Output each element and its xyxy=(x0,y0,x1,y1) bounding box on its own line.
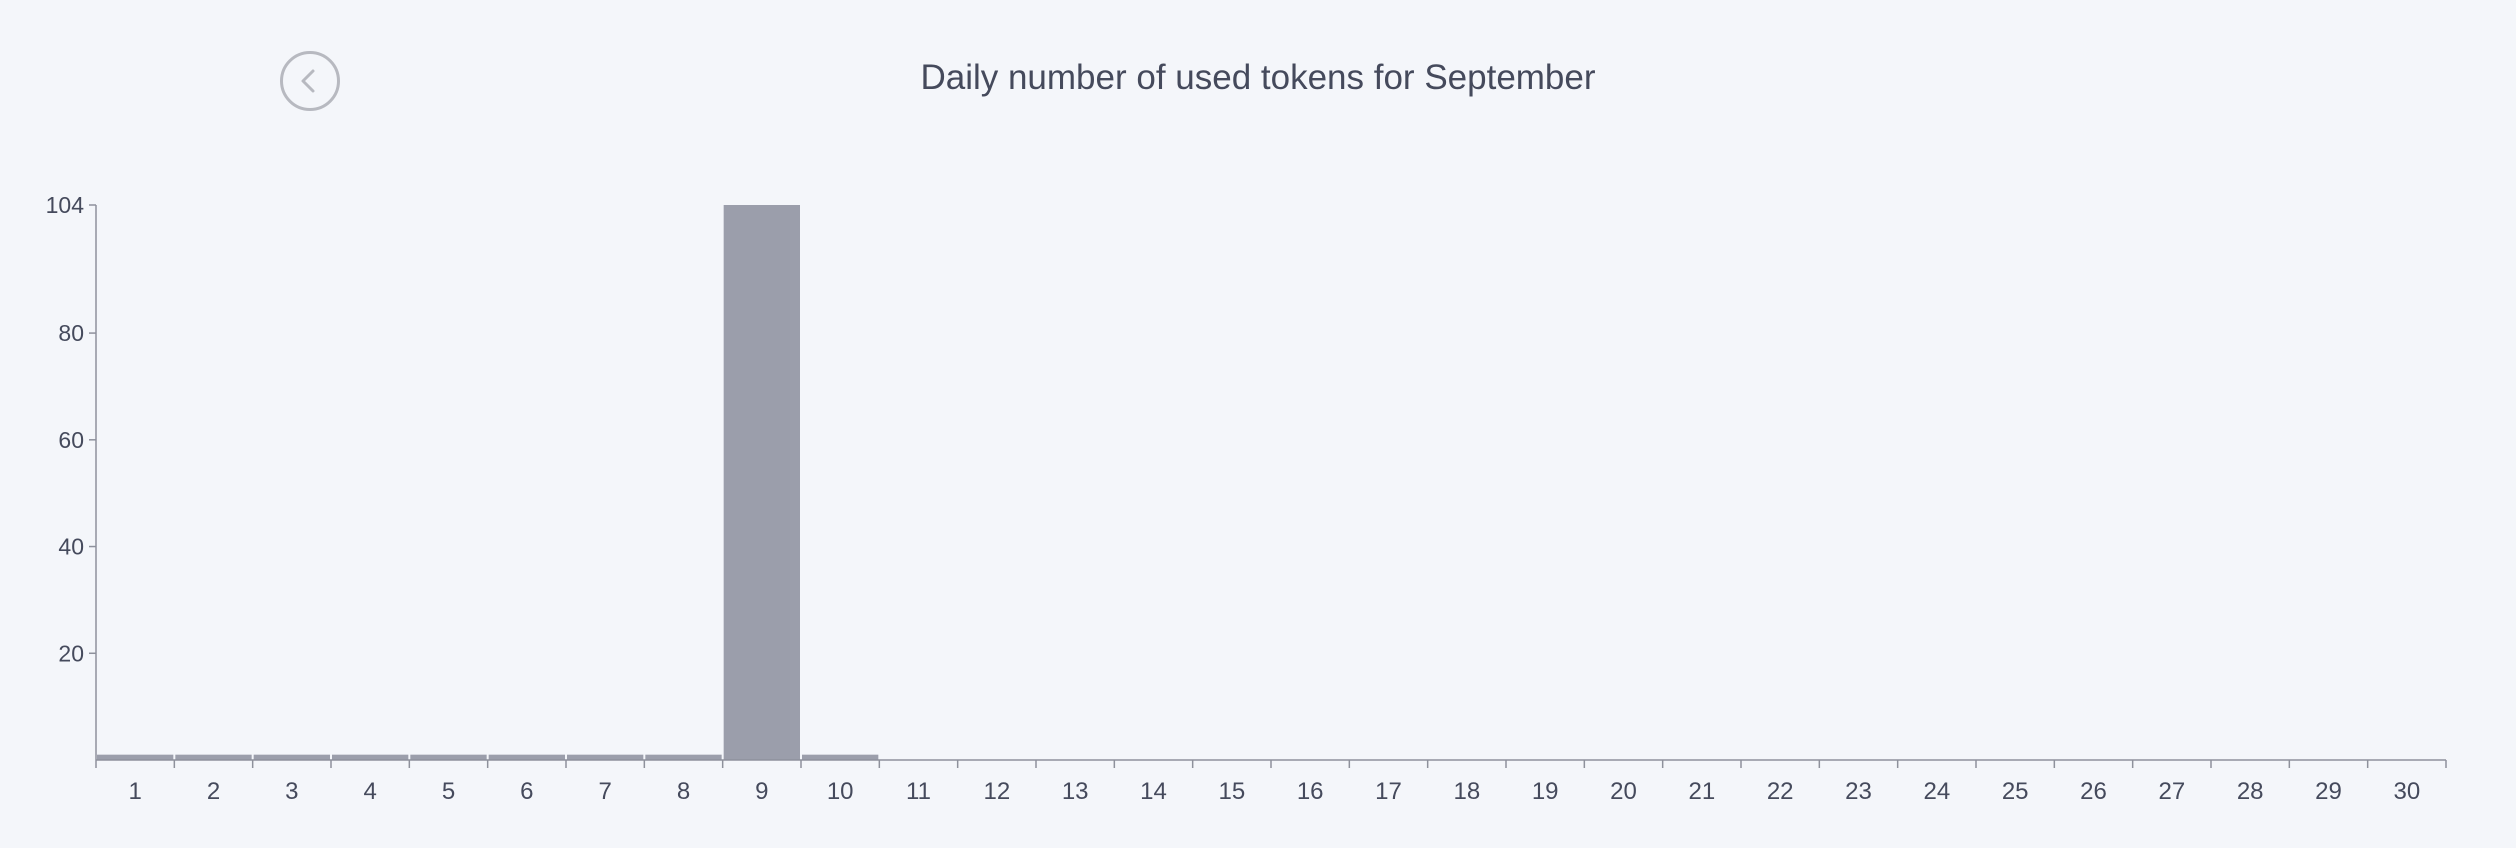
x-tick-label-2: 2 xyxy=(207,778,220,805)
x-tick-label-26: 26 xyxy=(2080,778,2107,805)
x-tick-label-5: 5 xyxy=(442,778,455,805)
bar-3 xyxy=(253,754,330,760)
x-tick-label-6: 6 xyxy=(520,778,533,805)
x-tick-label-7: 7 xyxy=(598,778,611,805)
x-tick-label-11: 11 xyxy=(906,778,931,805)
x-tick-label-13: 13 xyxy=(1062,778,1089,805)
x-tick-label-25: 25 xyxy=(2002,778,2029,805)
x-tick-label-18: 18 xyxy=(1453,778,1480,805)
x-tick-label-22: 22 xyxy=(1767,778,1794,805)
x-tick-label-16: 16 xyxy=(1297,778,1324,805)
bar-10 xyxy=(802,754,879,760)
x-tick-label-20: 20 xyxy=(1610,778,1637,805)
x-tick-label-24: 24 xyxy=(1923,778,1950,805)
bar-7 xyxy=(567,754,644,760)
y-tick-label-40: 40 xyxy=(58,534,84,560)
x-tick-label-21: 21 xyxy=(1688,778,1715,805)
bar-6 xyxy=(488,754,565,760)
x-tick-label-14: 14 xyxy=(1140,778,1167,805)
bar-1 xyxy=(97,754,174,760)
y-tick-label-20: 20 xyxy=(58,640,84,666)
y-tick-label-80: 80 xyxy=(58,320,84,346)
x-tick-label-4: 4 xyxy=(363,778,376,805)
bar-5 xyxy=(410,754,487,760)
chart-title: Daily number of used tokens for Septembe… xyxy=(920,58,1596,97)
x-tick-label-12: 12 xyxy=(983,778,1010,805)
x-tick-label-10: 10 xyxy=(827,778,854,805)
bar-2 xyxy=(175,754,252,760)
x-tick-label-28: 28 xyxy=(2237,778,2264,805)
x-tick-label-3: 3 xyxy=(285,778,298,805)
x-tick-label-15: 15 xyxy=(1218,778,1245,805)
bar-4 xyxy=(332,754,409,760)
x-tick-label-23: 23 xyxy=(1845,778,1872,805)
x-tick-label-9: 9 xyxy=(755,778,768,805)
y-tick-label-60: 60 xyxy=(58,427,84,453)
bar-9 xyxy=(723,205,800,760)
chevron-left-icon xyxy=(301,69,315,93)
x-tick-label-29: 29 xyxy=(2315,778,2342,805)
x-tick-label-17: 17 xyxy=(1375,778,1402,805)
x-tick-label-8: 8 xyxy=(677,778,690,805)
back-button[interactable] xyxy=(280,51,340,111)
x-tick-label-27: 27 xyxy=(2158,778,2185,805)
y-tick-label-104: 104 xyxy=(46,192,85,218)
bar-8 xyxy=(645,754,722,760)
x-tick-label-30: 30 xyxy=(2393,778,2420,805)
x-tick-label-19: 19 xyxy=(1532,778,1559,805)
x-tick-label-1: 1 xyxy=(128,778,141,805)
